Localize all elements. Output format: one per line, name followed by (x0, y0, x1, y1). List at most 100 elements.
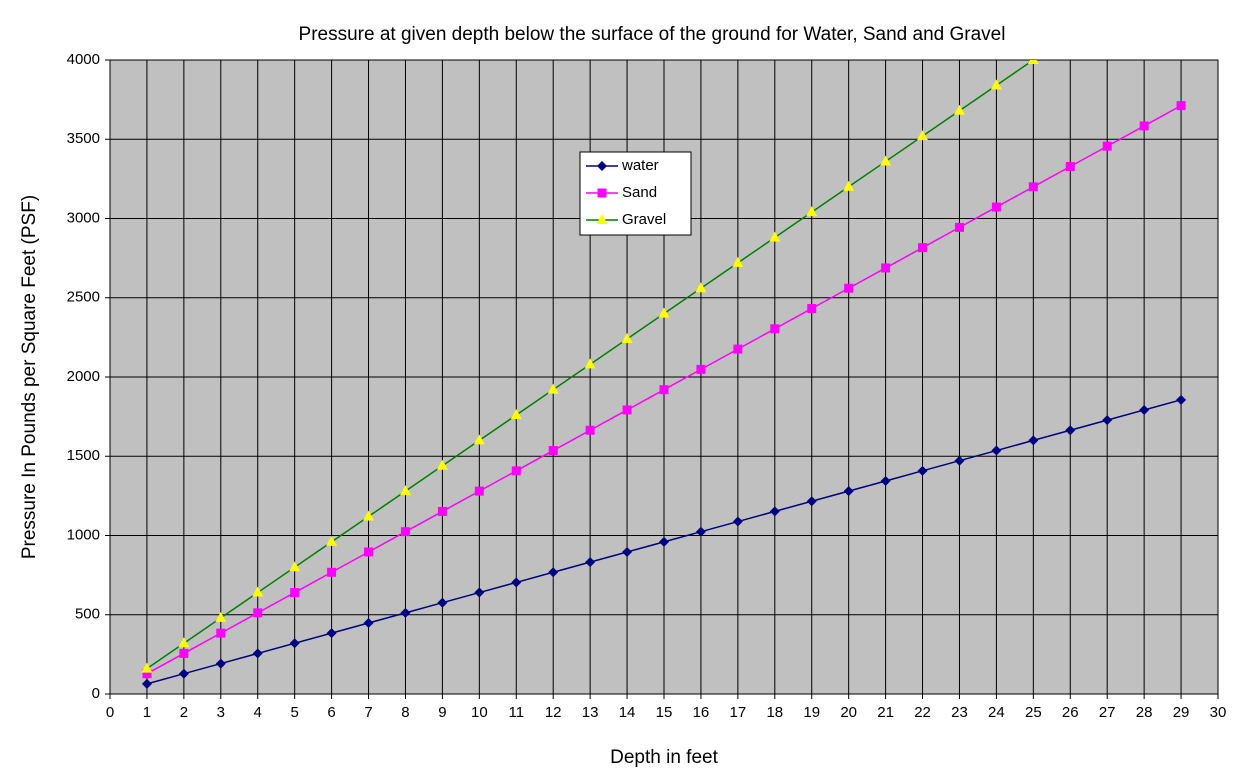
data-point (548, 446, 558, 456)
data-point (216, 628, 226, 638)
x-tick-label: 6 (327, 704, 335, 721)
data-point (400, 527, 410, 537)
legend-label: water (621, 157, 659, 174)
data-point (399, 485, 411, 496)
data-point (769, 231, 781, 242)
data-point (622, 405, 632, 415)
data-point (327, 567, 337, 577)
data-point (326, 535, 338, 546)
legend-label: Sand (622, 184, 657, 201)
data-point (289, 638, 300, 649)
legend-marker (597, 188, 607, 198)
x-tick-label: 22 (914, 704, 931, 721)
x-tick-label: 20 (840, 704, 857, 721)
data-point (954, 222, 964, 232)
data-point (437, 597, 448, 608)
data-point (806, 496, 817, 507)
data-point (510, 409, 522, 420)
data-point (584, 358, 596, 369)
plot-layer (141, 29, 1187, 689)
x-tick-label: 3 (217, 704, 225, 721)
data-point (880, 475, 891, 486)
x-tick-label: 2 (180, 704, 188, 721)
data-point (1102, 141, 1112, 151)
y-tick-label: 3500 (67, 130, 100, 147)
data-point (547, 383, 559, 394)
data-point (695, 282, 707, 293)
data-point (473, 434, 485, 445)
data-point (141, 678, 152, 689)
y-axis-label: Pressure In Pounds per Square Feet (PSF) (19, 195, 40, 559)
data-point (1028, 435, 1039, 446)
legend-marker (596, 214, 608, 224)
x-tick-label: 16 (693, 704, 710, 721)
x-tick-label: 10 (471, 704, 488, 721)
legend-marker (597, 161, 607, 171)
data-point (511, 466, 521, 476)
data-point (733, 344, 743, 354)
data-point (843, 486, 854, 497)
data-point (178, 637, 190, 648)
data-point (290, 588, 300, 598)
data-point (1027, 60, 1039, 64)
data-point (474, 486, 484, 496)
data-point (585, 557, 596, 568)
data-point (142, 669, 152, 679)
data-point (844, 283, 854, 293)
data-point (141, 662, 153, 673)
data-point (659, 385, 669, 395)
y-tick-label: 500 (75, 606, 100, 623)
data-point (991, 202, 1001, 212)
data-point (400, 607, 411, 618)
data-point (215, 658, 226, 669)
x-tick-label: 18 (766, 704, 783, 721)
data-point (954, 455, 965, 466)
data-point (585, 425, 595, 435)
series-line (146, 60, 1035, 670)
x-tick-label: 24 (988, 704, 1005, 721)
data-point (695, 526, 706, 537)
x-tick-label: 29 (1173, 704, 1190, 721)
data-point (953, 104, 965, 115)
x-tick-label: 12 (545, 704, 562, 721)
x-tick-label: 13 (582, 704, 599, 721)
data-point (1102, 415, 1113, 426)
data-point (363, 617, 374, 628)
data-point (511, 577, 522, 588)
data-point (1065, 162, 1075, 172)
data-point (253, 608, 263, 618)
data-point (364, 547, 374, 557)
data-point (1028, 182, 1038, 192)
x-tick-label: 27 (1099, 704, 1116, 721)
x-tick-label: 19 (803, 704, 820, 721)
x-tick-label: 11 (508, 704, 524, 721)
data-point (769, 506, 780, 517)
x-tick-label: 5 (290, 704, 298, 721)
data-point (178, 668, 189, 679)
data-point (622, 546, 633, 557)
y-tick-label: 2500 (67, 289, 100, 306)
x-tick-label: 23 (951, 704, 968, 721)
x-tick-label: 4 (254, 704, 262, 721)
x-tick-label: 0 (106, 704, 114, 721)
legend-label: Gravel (622, 211, 666, 228)
data-point (880, 155, 892, 166)
data-point (621, 332, 633, 343)
data-point (436, 459, 448, 470)
data-point (326, 628, 337, 639)
y-tick-label: 1000 (67, 526, 100, 543)
x-axis-label: Depth in feet (610, 747, 718, 768)
x-tick-label: 21 (877, 704, 894, 721)
chart-title: Pressure at given depth below the surfac… (299, 24, 1006, 45)
data-point (1139, 121, 1149, 131)
data-point (917, 465, 928, 476)
data-point (732, 256, 744, 267)
x-tick-label: 30 (1210, 704, 1227, 721)
data-point (991, 445, 1002, 456)
data-point (1065, 425, 1076, 436)
data-point (1176, 394, 1187, 405)
data-point (1065, 29, 1076, 39)
data-point (474, 587, 485, 598)
data-point (806, 206, 818, 217)
data-point (807, 304, 817, 314)
